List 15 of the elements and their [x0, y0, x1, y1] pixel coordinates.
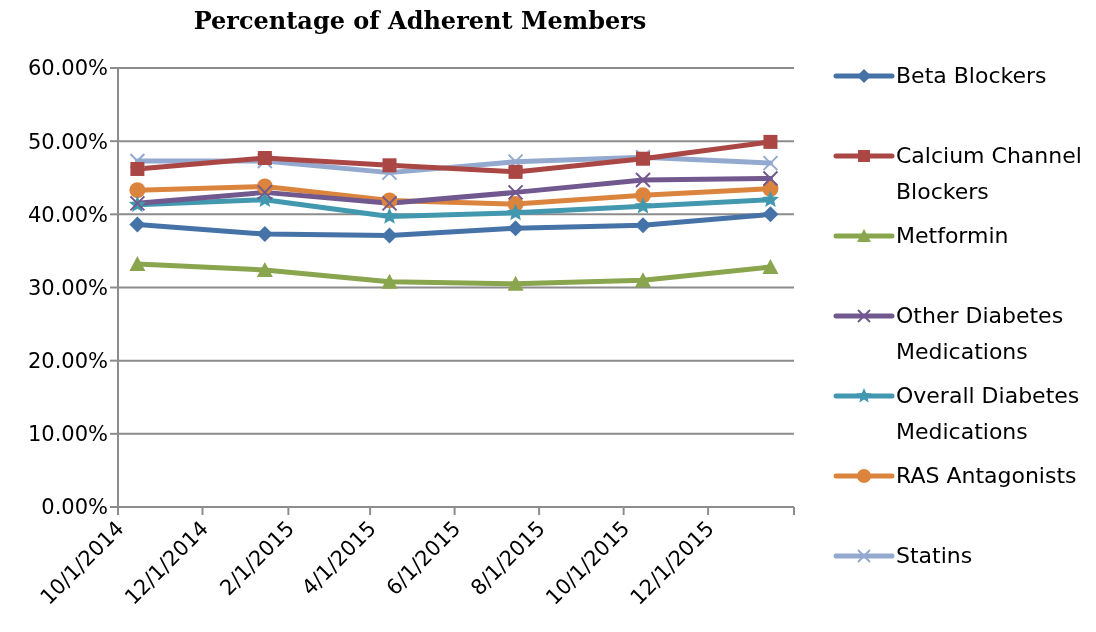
y-tick-label: 50.00%: [27, 129, 108, 154]
legend-label: Metformin: [896, 222, 1009, 250]
legend-label: RAS Antagonists: [896, 462, 1077, 490]
y-tick-label: 0.00%: [41, 495, 108, 520]
y-tick-label: 30.00%: [27, 275, 108, 300]
y-tick-label: 40.00%: [27, 202, 108, 227]
legend-label: Statins: [896, 542, 973, 570]
y-tick-label: 60.00%: [27, 56, 108, 81]
y-tick-label: 20.00%: [27, 349, 108, 374]
legend-label: Beta Blockers: [896, 62, 1047, 90]
y-tick-label: 10.00%: [27, 422, 108, 447]
chart-title: Percentage of Adherent Members: [192, 6, 648, 35]
legend-label: Overall Diabetes Medications: [896, 382, 1081, 446]
legend-label: Other Diabetes Medications: [896, 302, 1065, 366]
legend-label: Calcium Channel Blockers: [896, 142, 1083, 206]
